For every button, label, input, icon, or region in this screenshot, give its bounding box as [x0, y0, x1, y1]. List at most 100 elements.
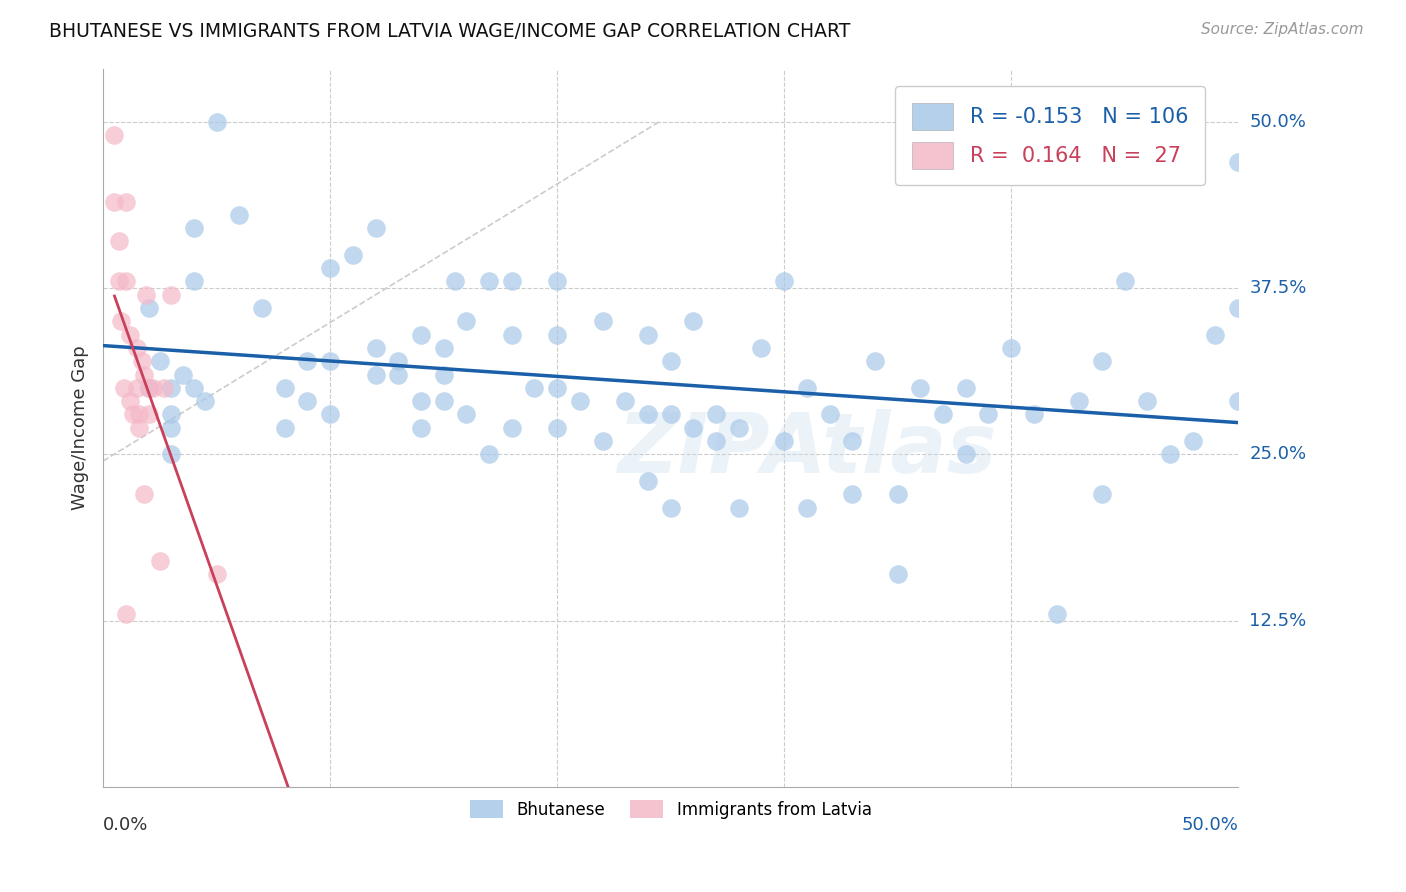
Point [456, 314, 478, 328]
Point [751, 341, 773, 355]
Point [128, 421, 150, 435]
Point [592, 314, 614, 328]
Point [523, 381, 546, 395]
Point [142, 381, 165, 395]
Point [138, 301, 160, 315]
Point [183, 221, 205, 235]
Point [183, 274, 205, 288]
Point [444, 274, 467, 288]
Text: 25.0%: 25.0% [1250, 445, 1306, 463]
Point [205, 567, 228, 582]
Point [977, 408, 1000, 422]
Point [135, 287, 157, 301]
Point [818, 408, 841, 422]
Point [501, 421, 523, 435]
Point [796, 381, 818, 395]
Point [112, 381, 135, 395]
Point [319, 408, 342, 422]
Point [127, 341, 149, 355]
Point [796, 500, 818, 515]
Point [153, 381, 176, 395]
Point [727, 500, 749, 515]
Point [131, 354, 153, 368]
Point [319, 261, 342, 276]
Text: Source: ZipAtlas.com: Source: ZipAtlas.com [1201, 22, 1364, 37]
Point [932, 408, 955, 422]
Point [501, 327, 523, 342]
Point [773, 274, 796, 288]
Point [682, 421, 704, 435]
Text: 50.0%: 50.0% [1181, 815, 1239, 834]
Point [1159, 447, 1181, 461]
Point [1045, 607, 1067, 621]
Text: 50.0%: 50.0% [1250, 112, 1306, 131]
Point [149, 554, 172, 568]
Point [250, 301, 273, 315]
Point [274, 381, 297, 395]
Point [592, 434, 614, 448]
Point [127, 381, 149, 395]
Point [160, 421, 183, 435]
Point [319, 354, 342, 368]
Point [110, 314, 132, 328]
Point [546, 327, 568, 342]
Point [704, 434, 727, 448]
Point [387, 368, 409, 382]
Text: 37.5%: 37.5% [1250, 279, 1306, 297]
Point [659, 500, 682, 515]
Point [1091, 354, 1114, 368]
Point [546, 274, 568, 288]
Point [108, 235, 131, 249]
Point [120, 394, 142, 409]
Point [364, 368, 387, 382]
Point [138, 408, 160, 422]
Text: 12.5%: 12.5% [1250, 612, 1306, 630]
Point [149, 354, 172, 368]
Point [1227, 301, 1250, 315]
Point [121, 408, 143, 422]
Y-axis label: Wage/Income Gap: Wage/Income Gap [72, 345, 89, 510]
Point [433, 368, 456, 382]
Point [160, 408, 183, 422]
Point [955, 447, 977, 461]
Point [886, 567, 908, 582]
Point [1000, 341, 1022, 355]
Point [138, 381, 160, 395]
Text: ZIPAtlas: ZIPAtlas [617, 409, 997, 490]
Point [1204, 327, 1226, 342]
Point [138, 381, 160, 395]
Point [478, 274, 501, 288]
Point [501, 274, 523, 288]
Text: 0.0%: 0.0% [103, 815, 149, 834]
Point [132, 368, 155, 382]
Point [409, 327, 432, 342]
Point [103, 194, 125, 209]
Point [364, 341, 387, 355]
Point [120, 327, 142, 342]
Point [1114, 274, 1136, 288]
Point [478, 447, 501, 461]
Point [387, 354, 409, 368]
Point [183, 381, 205, 395]
Point [886, 487, 908, 501]
Point [568, 394, 591, 409]
Point [274, 421, 297, 435]
Point [409, 421, 432, 435]
Point [955, 381, 977, 395]
Point [546, 381, 568, 395]
Point [659, 408, 682, 422]
Point [433, 394, 456, 409]
Point [1227, 154, 1250, 169]
Point [103, 128, 125, 142]
Point [114, 274, 136, 288]
Point [132, 487, 155, 501]
Point [205, 114, 228, 128]
Point [682, 314, 704, 328]
Point [128, 408, 150, 422]
Point [108, 274, 131, 288]
Point [1136, 394, 1159, 409]
Point [172, 368, 194, 382]
Point [637, 327, 659, 342]
Point [1181, 434, 1204, 448]
Point [160, 287, 183, 301]
